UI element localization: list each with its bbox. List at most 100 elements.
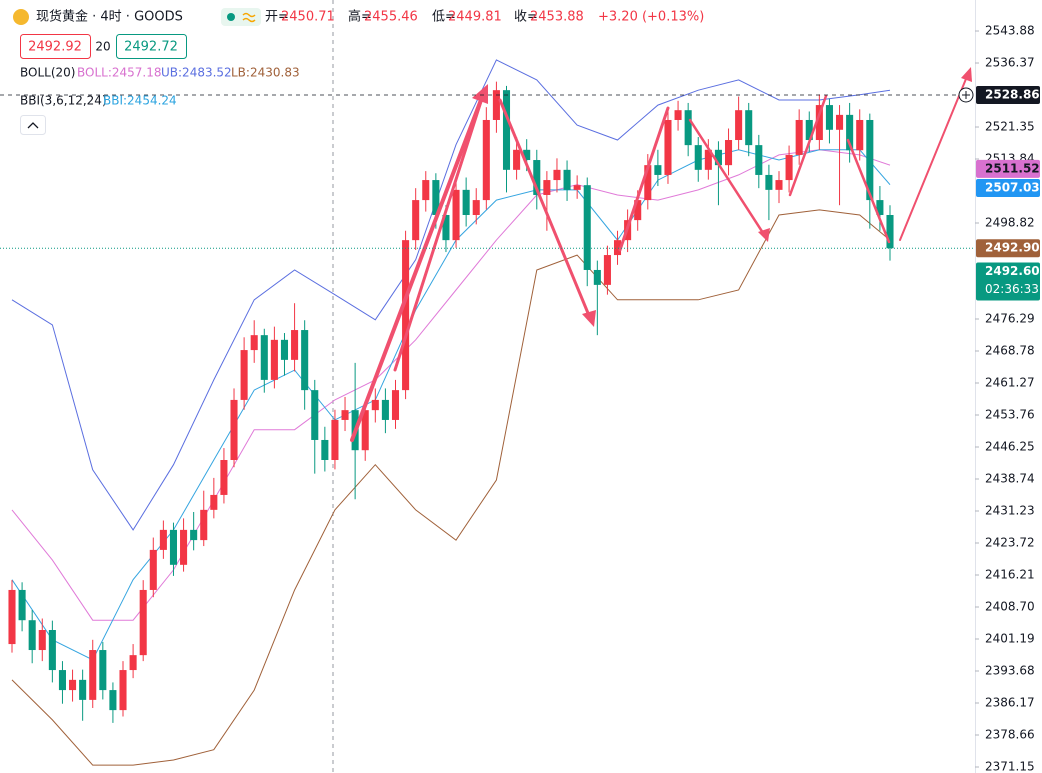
indicator-title: BBI(3,6,12,24) [20, 94, 107, 108]
trend-line [618, 106, 670, 252]
y-tick-label: 2378.66 [985, 727, 1035, 741]
ohlc-value: 2453.88 [530, 10, 584, 25]
candle-body [846, 114, 854, 151]
y-tick-label: 2446.25 [985, 440, 1035, 454]
candle-body [402, 240, 410, 391]
y-tick-label: 2423.72 [985, 536, 1035, 550]
plus-icon [962, 91, 970, 99]
trend-arrow [846, 138, 891, 244]
candle-body [442, 215, 450, 241]
indicator-value: UB:2483.52 [161, 66, 232, 80]
candle-body [593, 269, 601, 285]
candle-body [58, 670, 66, 691]
plot-area [8, 59, 894, 766]
candle-body [129, 655, 137, 671]
candle-body [856, 119, 864, 151]
price-tag [976, 86, 1040, 105]
y-tick-label: 2438.74 [985, 472, 1035, 486]
candle-body [543, 180, 551, 195]
trend-arrow [688, 118, 767, 238]
ohlc-label: 高= [348, 9, 372, 25]
candle-body [361, 410, 369, 451]
candle-body [674, 110, 682, 120]
ohlc-value: 2455.46 [364, 10, 418, 25]
candle-body [613, 240, 622, 256]
candle-body [180, 529, 188, 565]
candle-body [664, 119, 672, 175]
y-tick-label: 2521.35 [985, 120, 1035, 134]
candle-body [775, 180, 783, 190]
trend-line [788, 94, 828, 197]
candle-body [704, 149, 712, 170]
y-tick-label: 2401.19 [985, 631, 1035, 645]
y-tick-label: 2393.68 [985, 663, 1035, 677]
ohlc-value: 2449.81 [448, 10, 502, 25]
delay-icon [242, 12, 256, 23]
candle-body [805, 119, 813, 141]
indicator-line [11, 149, 891, 621]
y-tick-label: 2408.70 [985, 599, 1035, 613]
candle-body [220, 459, 228, 495]
candle-body [886, 215, 894, 249]
candle-body [785, 154, 793, 181]
y-tick-label: 2536.37 [985, 56, 1035, 70]
ohlc-label: 低= [432, 10, 456, 25]
candle-body [8, 589, 16, 645]
indicator-title: BOLL(20) [20, 66, 75, 80]
candle-body [513, 149, 521, 170]
trend-arrow [498, 98, 592, 320]
candle-body [836, 114, 844, 130]
candle-body [724, 140, 733, 166]
y-tick-label: 2431.23 [985, 504, 1035, 518]
candle-body [412, 200, 420, 241]
market-open-dot [227, 13, 235, 21]
arrow-head [758, 228, 770, 242]
candle-body [422, 180, 430, 201]
candle-body [159, 529, 167, 550]
buy-button[interactable] [116, 34, 187, 59]
candle-body [250, 335, 258, 351]
y-tick-label: 2543.88 [985, 24, 1035, 38]
sell-price: 2492.92 [28, 40, 82, 55]
countdown: 02:36:33 [985, 282, 1039, 296]
candle-body [109, 690, 117, 711]
candle-body [583, 185, 591, 270]
candle-body [765, 174, 773, 190]
candle-body [694, 145, 702, 170]
arrow-head [582, 310, 596, 327]
indicator-line [11, 209, 891, 766]
candle-body [311, 390, 319, 440]
collapse-button[interactable] [20, 115, 46, 135]
chevron-icon [27, 122, 39, 129]
candle-body [341, 410, 349, 420]
candle-body [210, 494, 218, 510]
candle-body [432, 180, 440, 216]
price-axis: 2543.882536.372521.352513.842498.822476.… [975, 24, 1035, 773]
indicator-line [11, 59, 891, 531]
drawings [350, 67, 972, 442]
candle-body [825, 105, 833, 130]
candle-body [876, 200, 884, 216]
candle-body [321, 439, 329, 460]
y-tick-label: 2416.21 [985, 567, 1035, 581]
candle-body [381, 399, 389, 420]
change: +3.20 (+0.13%) [598, 10, 704, 25]
candle-body [452, 189, 460, 241]
price-tag [976, 262, 1040, 301]
y-tick-label: 2386.17 [985, 695, 1035, 709]
candle-body [270, 339, 278, 380]
candle-body [139, 589, 147, 656]
sell-button[interactable] [20, 34, 91, 59]
price-tag-label: 2492.60 [985, 264, 1040, 278]
y-tick-label: 2498.82 [985, 216, 1035, 230]
candle-body [79, 679, 87, 700]
candle-body [149, 549, 157, 590]
candle-body [28, 620, 36, 651]
ohlc-label: 收= [514, 10, 538, 25]
candle-body [684, 110, 692, 146]
candle-body [371, 399, 379, 411]
candle-body [260, 335, 268, 380]
candle-body [714, 149, 722, 166]
